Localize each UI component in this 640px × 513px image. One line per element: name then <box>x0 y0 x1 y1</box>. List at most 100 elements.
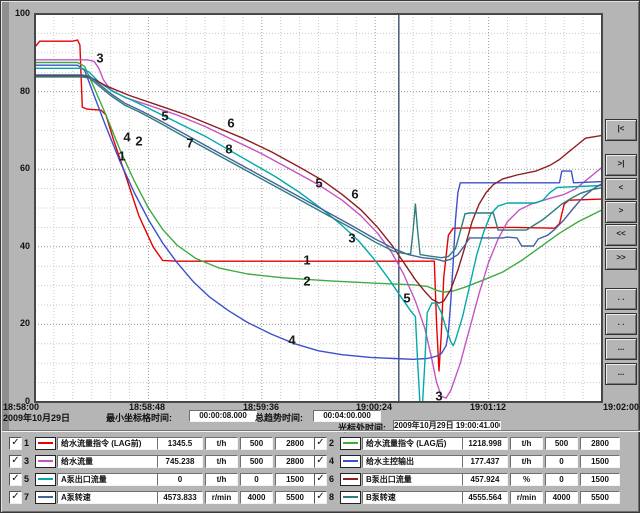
legend-range-min[interactable]: 4000 <box>240 491 273 504</box>
x-axis-label: 19:01:12 <box>469 402 507 412</box>
cursor-time-label: 光标处时间: <box>338 423 386 433</box>
legend-tag-name: 给水流量指令 (LAG后) <box>362 437 463 450</box>
min-grid-time-value: 00:00:08.000 <box>189 410 257 422</box>
legend-color-line <box>38 496 53 498</box>
legend-color-line <box>38 460 53 462</box>
legend-current-value: 1345.5 <box>157 437 203 450</box>
legend-range-min[interactable]: 500 <box>545 437 578 450</box>
aux-button-1[interactable]: . . <box>605 288 637 310</box>
curve-5 <box>35 67 602 402</box>
legend-checkbox-7[interactable]: ✓ <box>9 491 22 504</box>
page-left-button[interactable]: << <box>605 224 637 246</box>
curve-8 <box>35 76 602 259</box>
curve-number-label: 2 <box>303 273 310 288</box>
legend-checkbox-2[interactable]: ✓ <box>314 437 327 450</box>
aux-button-4[interactable]: ... <box>605 363 637 385</box>
legend-checkbox-8[interactable]: ✓ <box>314 491 327 504</box>
legend-tag-name: 给水流量 <box>57 455 158 468</box>
legend-unit: % <box>510 473 543 486</box>
legend-checkbox-4[interactable]: ✓ <box>314 455 327 468</box>
legend-range-max[interactable]: 1500 <box>580 473 620 486</box>
legend-unit: r/min <box>510 491 543 504</box>
aux-button-2[interactable]: . . <box>605 313 637 335</box>
aux-button-3[interactable]: ... <box>605 338 637 360</box>
y-axis-label: 20 <box>19 318 30 328</box>
total-trend-time-label: 总趋势时间: <box>255 413 303 423</box>
curve-number-label: 6 <box>227 115 234 130</box>
scroll-to-end-button[interactable]: >| <box>605 154 637 176</box>
legend-color-swatch <box>35 473 56 486</box>
curve-number-label: 3 <box>348 230 355 245</box>
page-right-button[interactable]: >> <box>605 248 637 270</box>
legend-color-swatch <box>340 455 361 468</box>
legend-range-min[interactable]: 500 <box>240 455 273 468</box>
legend-range-min[interactable]: 0 <box>240 473 273 486</box>
legend-range-max[interactable]: 5500 <box>275 491 315 504</box>
legend-current-value: 4573.833 <box>157 491 203 504</box>
legend-color-line <box>38 442 53 444</box>
curve-number-label: 3 <box>96 50 103 65</box>
legend-color-line <box>343 478 358 480</box>
y-axis-label: 60 <box>19 163 30 173</box>
y-axis-label: 40 <box>19 241 30 251</box>
legend-range-min[interactable]: 4000 <box>545 491 578 504</box>
left-margin-strip <box>2 2 9 431</box>
legend-unit: t/h <box>510 437 543 450</box>
curve-number-label: 6 <box>351 186 358 201</box>
legend-range-max[interactable]: 1500 <box>580 455 620 468</box>
legend-checkbox-6[interactable]: ✓ <box>314 473 327 486</box>
legend-current-value: 1218.998 <box>462 437 508 450</box>
x-axis-label: 18:58:00 <box>3 402 40 412</box>
legend-range-max[interactable]: 2800 <box>275 455 315 468</box>
x-axis-label: 19:00:24 <box>355 402 393 412</box>
legend-tag-name: B泵出口流量 <box>362 473 463 486</box>
legend-range-min[interactable]: 0 <box>545 455 578 468</box>
legend-unit: t/h <box>205 455 238 468</box>
total-trend-time-value: 00:04:00.000 <box>313 410 381 422</box>
legend-range-max[interactable]: 2800 <box>275 437 315 450</box>
legend-color-swatch <box>35 491 56 504</box>
legend-color-line <box>343 460 358 462</box>
legend-current-value: 457.924 <box>462 473 508 486</box>
legend-number: 1 <box>24 438 30 448</box>
curve-number-label: 4 <box>288 332 296 347</box>
y-axis-label: 80 <box>19 86 30 96</box>
panel-divider <box>2 430 640 432</box>
y-axis-label: 0 <box>24 396 30 406</box>
axis-date-label: 2009年10月29日 <box>3 413 71 423</box>
legend-range-min[interactable]: 500 <box>240 437 273 450</box>
legend-tag-name: A泵转速 <box>57 491 158 504</box>
legend-color-swatch <box>340 473 361 486</box>
x-axis-label: 18:58:48 <box>128 402 166 412</box>
legend-checkbox-1[interactable]: ✓ <box>9 437 22 450</box>
legend-number: 4 <box>329 456 335 466</box>
curve-number-label: 8 <box>225 141 232 156</box>
step-left-button[interactable]: < <box>605 178 637 200</box>
curve-number-label: 7 <box>186 135 193 150</box>
x-axis-label: 19:02:00 <box>602 402 639 412</box>
step-right-button[interactable]: > <box>605 201 637 223</box>
legend-current-value: 745.238 <box>157 455 203 468</box>
legend-range-max[interactable]: 5500 <box>580 491 620 504</box>
legend-tag-name: 给水流量指令 (LAG前) <box>57 437 158 450</box>
legend-current-value: 0 <box>157 473 203 486</box>
legend-color-swatch <box>35 437 56 450</box>
legend-tag-name: B泵转速 <box>362 491 463 504</box>
legend-number: 6 <box>329 474 335 484</box>
legend-color-line <box>38 478 53 480</box>
legend-checkbox-5[interactable]: ✓ <box>9 473 22 486</box>
legend-color-swatch <box>340 437 361 450</box>
legend-range-max[interactable]: 2800 <box>580 437 620 450</box>
legend-number: 2 <box>329 438 335 448</box>
scroll-to-start-button[interactable]: |< <box>605 119 637 141</box>
legend-unit: t/h <box>510 455 543 468</box>
legend-range-max[interactable]: 1500 <box>275 473 315 486</box>
legend-unit: t/h <box>205 437 238 450</box>
legend-tag-name: A泵出口流量 <box>57 473 158 486</box>
curve-6 <box>35 75 602 304</box>
legend-checkbox-3[interactable]: ✓ <box>9 455 22 468</box>
legend-range-min[interactable]: 0 <box>545 473 578 486</box>
